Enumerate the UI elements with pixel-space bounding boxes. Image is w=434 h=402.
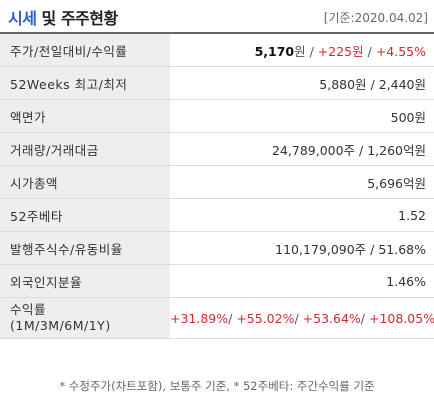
- high-low-value: 5,880원 / 2,440원: [170, 66, 434, 100]
- separator: /: [228, 310, 237, 326]
- shares-value: 110,179,090주 / 51.68%: [170, 231, 434, 265]
- returns-label-line1: 수익률: [10, 302, 47, 317]
- table-row: 발행주식수/유동비율 110,179,090주 / 51.68%: [0, 231, 434, 265]
- market-cap-value: 5,696억원: [170, 165, 434, 199]
- header-divider: [0, 32, 434, 34]
- returns-value: +31.89%/ +55.02%/ +53.64%/ +108.05%: [170, 297, 434, 339]
- returns-label-line2: (1M/3M/6M/1Y): [10, 318, 111, 333]
- reference-date: [기준:2020.04.02]: [323, 11, 428, 25]
- par-value-value: 500원: [170, 99, 434, 133]
- footnote: * 수정주가(차트포함), 보통주 기준, * 52주베타: 주간수익률 기준: [59, 379, 375, 393]
- table-row: 시가총액 5,696억원: [0, 165, 434, 199]
- par-value-label: 액면가: [0, 99, 170, 133]
- table-row: 수익률 (1M/3M/6M/1Y) +31.89%/ +55.02%/ +53.…: [0, 297, 434, 339]
- separator: /: [360, 310, 369, 326]
- current-price: 5,170: [254, 43, 295, 59]
- return-1m: +31.89%: [170, 310, 229, 326]
- price-value: 5,170원 / +225원 / +4.55%: [170, 34, 434, 67]
- price-change-rate: +4.55%: [375, 43, 426, 59]
- separator: /: [363, 43, 376, 59]
- market-summary-table: 주가/전일대비/수익률 5,170원 / +225원 / +4.55% 52We…: [0, 34, 434, 339]
- table-row: 거래량/거래대금 24,789,000주 / 1,260억원: [0, 132, 434, 166]
- return-3m: +55.02%: [236, 310, 295, 326]
- returns-label: 수익률 (1M/3M/6M/1Y): [0, 297, 170, 339]
- section-header: 시세 및 주주현황 [기준:2020.04.02]: [0, 0, 434, 32]
- return-6m: +53.64%: [302, 310, 361, 326]
- high-low-label: 52Weeks 최고/최저: [0, 66, 170, 100]
- foreign-ownership-label: 외국인지분율: [0, 264, 170, 298]
- table-row: 주가/전일대비/수익률 5,170원 / +225원 / +4.55%: [0, 34, 434, 67]
- title-rest: 및 주주현황: [41, 9, 119, 28]
- volume-value: 24,789,000주 / 1,260억원: [170, 132, 434, 166]
- price-label: 주가/전일대비/수익률: [0, 34, 170, 67]
- volume-label: 거래량/거래대금: [0, 132, 170, 166]
- table-row: 52Weeks 최고/최저 5,880원 / 2,440원: [0, 66, 434, 100]
- price-change: +225원: [317, 43, 364, 59]
- table-row: 52주베타 1.52: [0, 198, 434, 232]
- section-title: 시세 및 주주현황: [8, 5, 118, 29]
- beta-value: 1.52: [170, 198, 434, 232]
- shares-label: 발행주식수/유동비율: [0, 231, 170, 265]
- market-cap-label: 시가총액: [0, 165, 170, 199]
- title-accent: 시세: [8, 9, 37, 28]
- beta-label: 52주베타: [0, 198, 170, 232]
- separator: /: [294, 310, 303, 326]
- separator: /: [305, 43, 318, 59]
- return-1y: +108.05%: [368, 310, 434, 326]
- table-row: 액면가 500원: [0, 99, 434, 133]
- table-row: 외국인지분율 1.46%: [0, 264, 434, 298]
- foreign-ownership-value: 1.46%: [170, 264, 434, 298]
- price-unit: 원: [294, 43, 306, 59]
